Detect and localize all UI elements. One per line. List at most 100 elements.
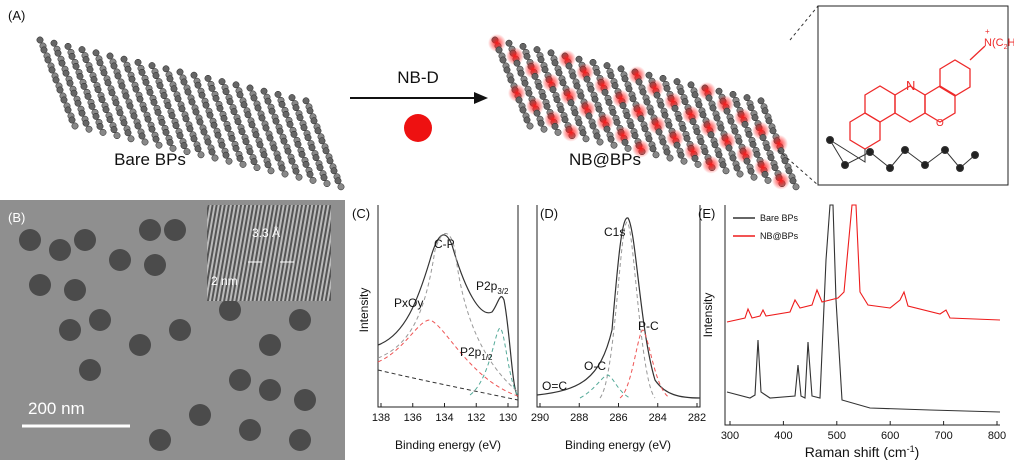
atom xyxy=(301,124,307,130)
atom xyxy=(572,110,578,116)
atom xyxy=(37,37,43,43)
atom xyxy=(289,94,295,100)
atom xyxy=(241,102,247,108)
nanoparticle xyxy=(79,359,101,381)
atom xyxy=(240,161,246,167)
atom xyxy=(522,80,528,86)
atom xyxy=(534,46,540,52)
atom xyxy=(221,115,227,121)
atom xyxy=(678,88,684,94)
atom xyxy=(163,129,169,135)
atom xyxy=(662,112,668,118)
atom xyxy=(570,73,576,79)
atom xyxy=(187,126,193,132)
atom xyxy=(303,161,309,167)
atom xyxy=(327,158,333,164)
peak-label: O-C xyxy=(584,359,606,373)
nb-lattice xyxy=(488,34,799,190)
atom xyxy=(127,103,133,109)
atom xyxy=(142,139,148,145)
atom xyxy=(636,79,642,85)
atom xyxy=(660,75,666,81)
atom xyxy=(536,83,542,89)
atom xyxy=(592,96,598,102)
atom xyxy=(83,56,89,62)
atom xyxy=(730,155,736,161)
nb-dot xyxy=(404,114,432,142)
nanoparticle xyxy=(289,429,311,451)
peak-label: O=C xyxy=(542,379,567,393)
peak-label: P2p3/2 xyxy=(476,279,509,296)
panel-label: (C) xyxy=(352,206,370,221)
nb-glow xyxy=(702,156,720,174)
atom xyxy=(700,112,706,118)
x-label: Raman shift (cm-1) xyxy=(805,444,920,460)
atom xyxy=(768,154,774,160)
x-label: Binding energy (eV) xyxy=(565,438,671,452)
atom xyxy=(504,67,510,73)
atom xyxy=(532,73,538,79)
atom xyxy=(255,105,261,111)
atom xyxy=(207,112,213,118)
atom xyxy=(100,129,106,135)
atom xyxy=(159,119,165,125)
atom xyxy=(568,100,574,106)
atom xyxy=(253,132,259,138)
atom xyxy=(75,100,81,106)
legend-label: NB@BPs xyxy=(760,231,799,241)
x-ticks: 300400500600700800 xyxy=(721,421,1006,442)
atom xyxy=(161,92,167,98)
x-label-text: ) xyxy=(915,444,920,460)
atom xyxy=(217,105,223,111)
atom xyxy=(85,93,91,99)
atom xyxy=(748,168,754,174)
atom xyxy=(626,86,632,92)
atom xyxy=(273,118,279,124)
atom xyxy=(175,96,181,102)
atom xyxy=(131,113,137,119)
atom xyxy=(732,128,738,134)
atom xyxy=(239,128,245,134)
atom xyxy=(249,122,255,128)
atom xyxy=(251,95,257,101)
atom xyxy=(198,152,204,158)
x-tick-label: 282 xyxy=(688,412,706,424)
nanoparticle xyxy=(294,389,316,411)
atom xyxy=(287,121,293,127)
atom xyxy=(163,66,169,72)
atom xyxy=(596,106,602,112)
atom xyxy=(646,136,652,142)
atom xyxy=(183,116,189,122)
atom xyxy=(97,60,103,66)
atom xyxy=(315,128,321,134)
atom xyxy=(646,72,652,78)
atom xyxy=(157,82,163,88)
atom xyxy=(153,72,159,78)
atom xyxy=(744,158,750,164)
atom xyxy=(173,122,179,128)
atom xyxy=(45,57,51,63)
atom xyxy=(734,165,740,171)
atom xyxy=(653,152,659,158)
caption: Bare BPs xyxy=(114,150,186,169)
nanoparticle xyxy=(64,279,86,301)
atom xyxy=(83,120,89,126)
atom xyxy=(754,151,760,157)
atom xyxy=(93,50,99,56)
atom xyxy=(692,155,698,161)
atom xyxy=(524,53,530,59)
atom xyxy=(746,131,752,137)
atom xyxy=(177,69,183,75)
nanoparticle xyxy=(164,219,186,241)
atom xyxy=(702,148,708,154)
atom xyxy=(305,134,311,140)
atom xyxy=(275,91,281,97)
atom xyxy=(496,47,502,53)
xps-curve xyxy=(537,218,700,398)
atom xyxy=(684,135,690,141)
atom xyxy=(65,107,71,113)
atom xyxy=(99,96,105,102)
peak-label: P-C xyxy=(638,319,659,333)
atom xyxy=(611,142,617,148)
